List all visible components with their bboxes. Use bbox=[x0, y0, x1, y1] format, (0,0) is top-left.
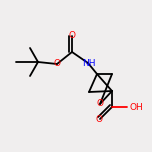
Text: NH: NH bbox=[82, 59, 96, 67]
Text: OH: OH bbox=[129, 102, 143, 112]
Text: O: O bbox=[95, 116, 102, 124]
Text: O: O bbox=[54, 59, 60, 69]
Text: O: O bbox=[69, 31, 76, 40]
Text: O: O bbox=[97, 100, 104, 109]
